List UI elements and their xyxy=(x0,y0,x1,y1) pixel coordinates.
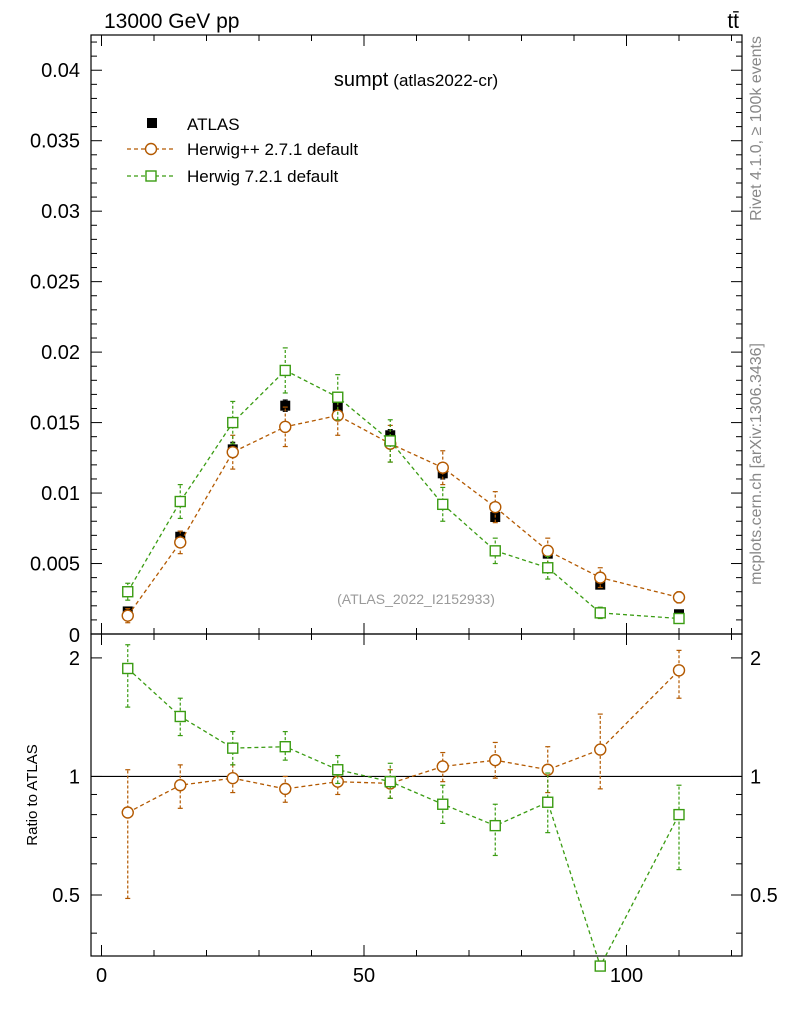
main-point-herwig7 xyxy=(174,495,186,508)
main-point-herwig7 xyxy=(673,612,685,625)
ratio-point-herwig7 xyxy=(122,662,134,675)
ratio-point-herwigpp xyxy=(672,664,686,677)
ratio-ytick-label-right: 1 xyxy=(750,766,761,788)
ratio-ytick-label-left: 1 xyxy=(69,766,80,788)
chart-title-sub: (atlas2022-cr) xyxy=(393,71,498,90)
ratio-point-herwig7 xyxy=(332,764,344,776)
ratio-xtick-label: 50 xyxy=(353,965,375,987)
ratio-ytick-label-left: 0.5 xyxy=(52,885,80,907)
main-ytick-label: 0.01 xyxy=(41,483,80,505)
ratio-ytick-label-left: 2 xyxy=(69,648,80,670)
ratio-point-herwigpp xyxy=(436,760,449,773)
ratio-series xyxy=(121,644,686,972)
ratio-point-herwig7 xyxy=(437,798,449,810)
header-left: 13000 GeV pp xyxy=(104,10,239,33)
header-right: tt̄ xyxy=(727,10,739,33)
main-point-herwigpp xyxy=(331,409,344,422)
ratio-point-herwig7 xyxy=(174,710,186,723)
main-point-herwigpp xyxy=(672,591,686,604)
ratio-point-herwigpp xyxy=(489,753,502,767)
main-point-herwig7 xyxy=(279,364,291,377)
ratio-point-herwig7 xyxy=(227,742,239,754)
main-ytick-label: 0.005 xyxy=(30,554,80,576)
main-series-herwig7 xyxy=(122,347,685,625)
ratio-point-herwig7 xyxy=(279,740,291,753)
ratio-point-herwigpp xyxy=(121,806,134,819)
main-point-herwig7 xyxy=(594,607,606,619)
legend: ATLAS Herwig++ 2.7.1 default Herwig 7.2.… xyxy=(127,115,358,186)
ratio-x-axis: 0 50 100 xyxy=(96,634,732,987)
ratio-xtick-label: 100 xyxy=(610,965,643,987)
main-point-herwigpp xyxy=(279,420,292,434)
legend-atlas-marker xyxy=(147,118,157,128)
main-point-herwigpp xyxy=(436,461,449,474)
main-point-atlas xyxy=(280,400,291,411)
main-series xyxy=(121,347,686,625)
ratio-point-herwig7 xyxy=(594,960,606,972)
main-ytick-label: 0.04 xyxy=(41,60,80,82)
main-y-axis: 0.005 0.01 0.015 0.02 0.025 0.03 0.035 0.04 0 xyxy=(30,41,742,647)
main-point-herwigpp xyxy=(541,544,554,558)
ratio-point-herwigpp xyxy=(279,782,292,796)
ratio-series-herwigpp xyxy=(121,649,686,900)
main-ytick-label: 0.025 xyxy=(30,272,80,294)
main-ytick-label: 0.03 xyxy=(41,201,80,223)
ratio-point-herwig7 xyxy=(384,775,396,788)
legend-herwig7-marker xyxy=(145,170,157,182)
ratio-point-herwigpp xyxy=(226,771,239,785)
main-point-herwigpp xyxy=(594,571,607,584)
ratio-point-herwigpp xyxy=(594,743,607,756)
main-panel: 0.005 0.01 0.015 0.02 0.025 0.03 0.035 0.04 0 su… xyxy=(30,34,743,647)
main-ytick-label: 0.015 xyxy=(30,413,80,435)
ratio-frame xyxy=(90,633,743,957)
ratio-panel: 0.5 0.5 1 1 2 2 0 50 100 Ratio to ATLAS xyxy=(24,633,778,987)
legend-herwigpp-marker xyxy=(144,142,158,156)
main-point-herwig7 xyxy=(332,391,344,403)
ratio-point-herwig7 xyxy=(542,796,554,808)
ratio-point-herwig7 xyxy=(489,819,501,832)
main-point-herwig7 xyxy=(122,586,134,598)
ratio-point-herwigpp xyxy=(174,779,187,792)
main-point-herwig7 xyxy=(542,562,554,574)
side-label-bottom: mcplots.cern.ch [arXiv:1306.3436] xyxy=(748,343,765,585)
legend-herwig7-label: Herwig 7.2.1 default xyxy=(187,167,338,186)
ratio-series-herwig7 xyxy=(122,644,685,972)
ratio-line-herwigpp xyxy=(127,669,680,814)
main-point-herwigpp xyxy=(121,609,134,622)
legend-atlas-label: ATLAS xyxy=(187,115,240,134)
main-point-herwig7 xyxy=(227,416,239,429)
ratio-ytick-label-right: 0.5 xyxy=(750,885,778,907)
main-point-herwig7 xyxy=(489,545,501,557)
ratio-ytick-label-right: 2 xyxy=(750,648,761,670)
legend-herwigpp-label: Herwig++ 2.7.1 default xyxy=(187,140,358,159)
reference-label: (ATLAS_2022_I2152933) xyxy=(337,591,495,607)
side-label-top: Rivet 4.1.0, ≥ 100k events xyxy=(748,36,765,221)
main-ytick-label-zero: 0 xyxy=(69,625,80,647)
main-point-herwig7 xyxy=(437,498,449,511)
main-point-herwigpp xyxy=(489,500,502,514)
main-ytick-label: 0.035 xyxy=(30,131,80,153)
main-point-herwigpp xyxy=(226,445,239,459)
chart-title-main: sumpt xyxy=(334,69,389,91)
ratio-xtick-label: 0 xyxy=(96,965,107,987)
chart-title: sumpt (atlas2022-cr) xyxy=(334,69,498,91)
main-point-herwig7 xyxy=(384,435,396,447)
ratio-y-axis: 0.5 0.5 1 1 2 2 xyxy=(52,648,778,934)
main-ytick-label: 0.02 xyxy=(41,342,80,364)
ratio-point-herwig7 xyxy=(673,808,685,821)
main-x-axis xyxy=(101,35,732,634)
ratio-ylabel: Ratio to ATLAS xyxy=(24,744,41,845)
main-point-herwigpp xyxy=(174,536,187,549)
ratio-line-herwig7 xyxy=(127,668,680,968)
